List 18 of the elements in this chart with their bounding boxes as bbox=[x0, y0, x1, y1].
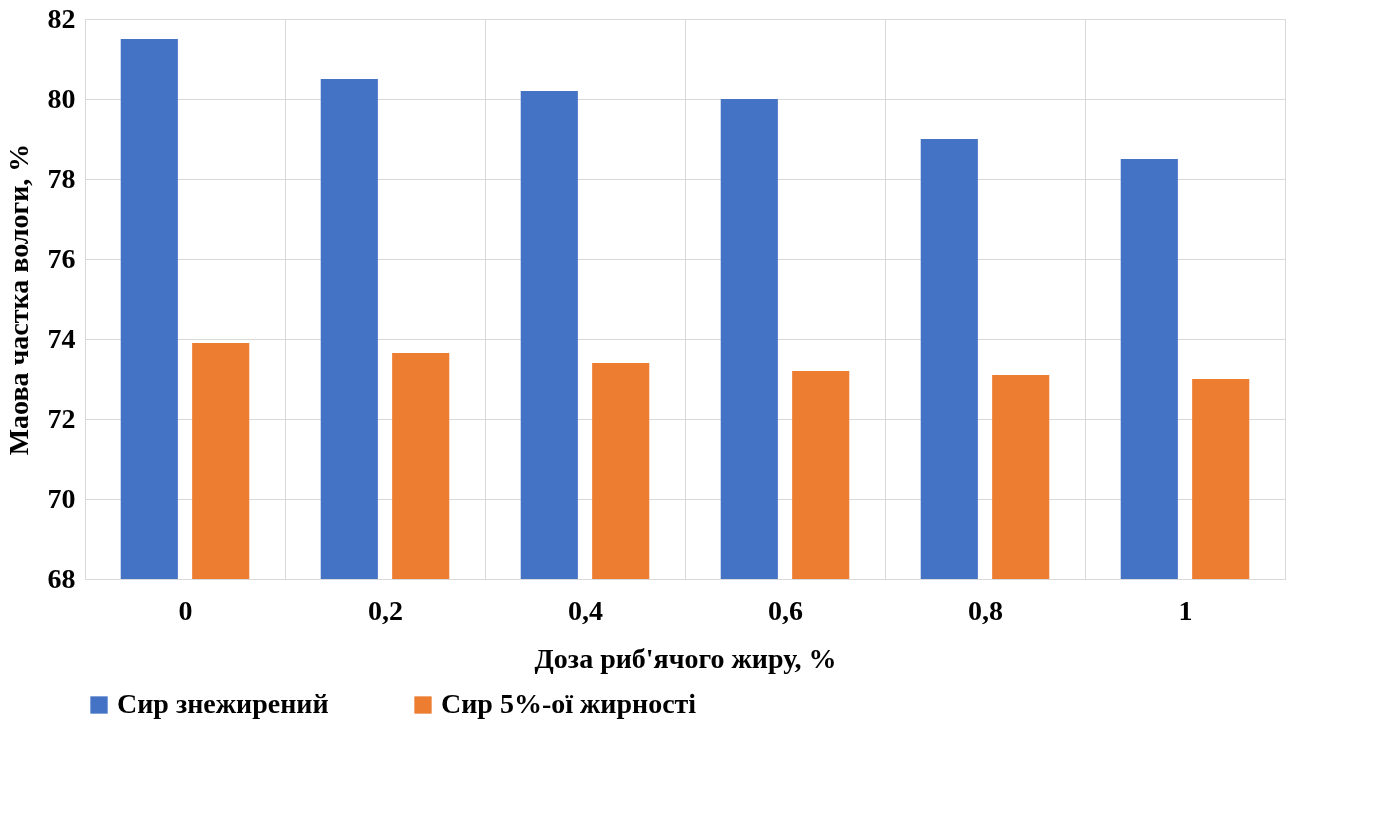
y-tick-label: 72 bbox=[47, 402, 76, 434]
y-tick-label: 76 bbox=[47, 242, 76, 274]
x-tick-label: 1 bbox=[1178, 594, 1193, 626]
y-tick-label: 70 bbox=[47, 482, 76, 514]
x-tick-label: 0 bbox=[178, 594, 193, 626]
y-tick-label: 80 bbox=[47, 82, 76, 114]
x-tick-label: 0,8 bbox=[968, 594, 1003, 626]
y-tick-label: 78 bbox=[47, 162, 76, 194]
y-tick-label: 82 bbox=[47, 2, 76, 34]
y-axis-title: Маова частка вологи, % bbox=[2, 143, 34, 456]
x-tick-label: 0,4 bbox=[568, 594, 603, 626]
x-axis-title: Доза риб'ячого жиру, % bbox=[534, 642, 837, 674]
x-tick-label: 0,2 bbox=[368, 594, 403, 626]
y-tick-label: 68 bbox=[47, 562, 76, 594]
legend-label: Сир 5%-ої жирності bbox=[441, 688, 697, 719]
legend-label: Сир знежирений bbox=[117, 688, 329, 719]
y-tick-label: 74 bbox=[47, 322, 76, 354]
x-tick-label: 0,6 bbox=[768, 594, 803, 626]
